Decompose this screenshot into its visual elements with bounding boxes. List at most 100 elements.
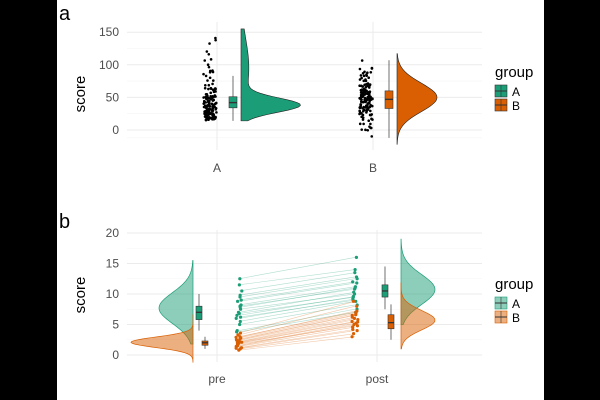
raw-point	[211, 99, 215, 102]
raw-point	[364, 86, 368, 89]
raw-point	[359, 93, 363, 97]
raw-point	[238, 315, 243, 319]
panel-a-legend-label-a: A	[512, 85, 520, 99]
raw-point	[211, 104, 215, 107]
raw-point	[203, 59, 207, 62]
raw-point	[205, 109, 208, 112]
raw-point	[366, 128, 370, 132]
raw-point	[360, 59, 364, 62]
raw-point	[204, 101, 207, 104]
raw-point	[365, 89, 368, 93]
paired-line	[238, 287, 356, 308]
raw-point	[352, 290, 356, 294]
paired-line	[238, 321, 356, 344]
raw-point	[202, 96, 205, 99]
raw-point	[354, 299, 358, 303]
x-tick-label: pre	[208, 372, 226, 386]
raw-point	[364, 79, 368, 83]
raw-point	[366, 98, 369, 101]
paired-line	[238, 301, 356, 334]
raw-point	[214, 36, 217, 40]
raw-point	[362, 122, 365, 126]
paired-line	[238, 325, 356, 345]
raw-point	[353, 287, 357, 291]
raw-point	[353, 268, 357, 272]
y-tick-label: 20	[106, 226, 120, 240]
raw-point	[350, 335, 354, 339]
raw-point	[206, 79, 209, 82]
raw-point	[368, 84, 371, 87]
density-B-post	[400, 282, 436, 350]
raw-point	[364, 100, 367, 104]
panel-b-y-ticks: 0 5 10 15 20	[106, 226, 120, 362]
raw-point	[208, 71, 212, 74]
panel-a-legend-key-a	[494, 84, 508, 98]
density-B-pre	[130, 314, 194, 363]
raw-point	[368, 101, 371, 105]
raw-point	[358, 110, 362, 114]
raw-point	[365, 111, 368, 114]
paired-line	[238, 276, 356, 296]
raw-point	[240, 340, 244, 344]
raw-point	[236, 310, 241, 314]
raw-point	[215, 111, 218, 114]
y-tick-label: 100	[99, 58, 119, 72]
raw-point	[238, 304, 242, 308]
raw-point	[208, 116, 212, 120]
raw-point	[363, 98, 366, 101]
panel-a-legend-label-b: B	[512, 99, 520, 113]
raw-point	[351, 332, 356, 336]
raw-point	[202, 72, 205, 76]
raw-point	[362, 90, 366, 94]
raw-point	[359, 100, 363, 103]
raw-point	[238, 293, 242, 297]
paired-line	[238, 293, 356, 310]
paired-line	[238, 318, 356, 342]
y-tick-label: 0	[112, 348, 119, 362]
raw-point	[202, 102, 206, 105]
raw-point	[207, 83, 211, 87]
raw-point	[203, 83, 207, 87]
raw-point	[367, 119, 371, 123]
paired-line	[238, 281, 356, 301]
raw-point	[366, 95, 370, 99]
raw-point	[211, 70, 215, 74]
raw-point	[354, 275, 359, 279]
raw-point	[362, 105, 365, 109]
panel-a-tag: a	[59, 3, 71, 25]
raw-point	[238, 331, 243, 335]
raw-point	[358, 78, 362, 81]
raw-point	[368, 90, 372, 93]
paired-line	[238, 304, 356, 325]
raw-point	[234, 335, 238, 339]
raw-point	[209, 86, 213, 90]
raw-point	[370, 104, 374, 108]
raw-point	[211, 82, 214, 86]
paired-line	[238, 319, 356, 343]
raw-point	[236, 333, 240, 337]
raw-point	[203, 115, 207, 118]
raw-point	[361, 71, 365, 75]
panel-b-marks	[130, 238, 436, 363]
panel-b-legend-label-b: B	[512, 311, 520, 325]
raw-point	[205, 117, 209, 121]
raw-point	[204, 74, 208, 78]
raw-point	[207, 113, 210, 116]
panel-b-legend-key-b	[494, 310, 508, 324]
paired-line	[238, 313, 356, 339]
raw-point	[214, 38, 217, 42]
raw-point	[207, 111, 210, 114]
raw-point	[205, 50, 209, 53]
raw-point	[351, 325, 355, 329]
raw-point	[214, 108, 217, 111]
raw-point	[239, 298, 243, 302]
paired-line	[238, 298, 356, 319]
paired-line	[238, 299, 356, 318]
raw-point	[351, 299, 356, 303]
panel-a-ylabel: score	[72, 76, 89, 113]
raw-point	[203, 112, 206, 115]
paired-line	[238, 296, 356, 316]
raw-point	[367, 76, 370, 80]
raw-point	[212, 88, 216, 92]
raw-point	[209, 58, 213, 61]
